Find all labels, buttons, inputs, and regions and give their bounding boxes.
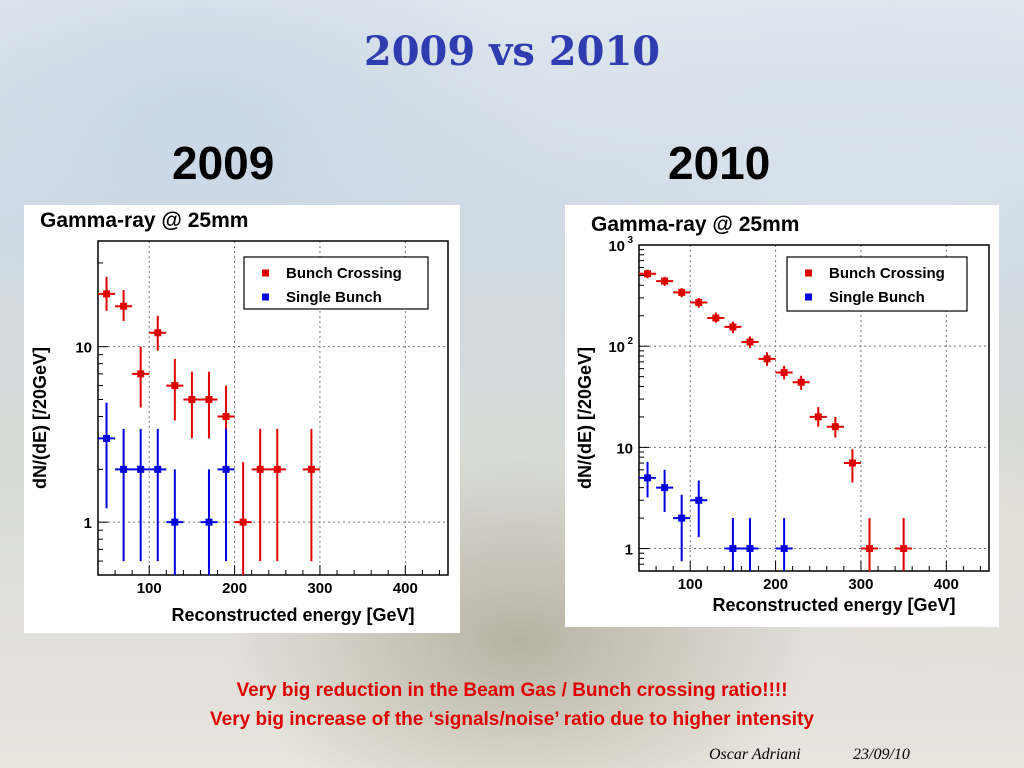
data-point — [120, 302, 128, 310]
legend-marker — [805, 269, 812, 277]
data-point — [154, 329, 162, 337]
data-point — [678, 288, 686, 296]
data-point — [746, 545, 754, 553]
data-point — [661, 484, 669, 492]
data-point — [222, 465, 230, 473]
y-tick-label: 1 — [84, 515, 92, 532]
chart-title: Gamma-ray @ 25mm — [40, 209, 248, 232]
data-point — [154, 465, 162, 473]
data-point — [222, 413, 230, 421]
footer-date: 23/09/10 — [853, 746, 910, 763]
series-single-bunch — [98, 402, 235, 575]
data-point — [103, 434, 111, 442]
data-point — [661, 277, 669, 285]
data-point — [780, 368, 788, 376]
legend-marker — [262, 293, 269, 301]
x-tick-label: 100 — [137, 580, 162, 597]
data-point — [695, 496, 703, 504]
legend-label: Single Bunch — [286, 289, 382, 306]
plot-frame — [97, 240, 449, 576]
data-point — [307, 465, 315, 473]
chart-2009: Gamma-ray @ 25mm 100 200 300 400 1 10 Reconstru… — [30, 209, 449, 625]
y-tick-label: 10 — [608, 238, 625, 255]
data-point — [814, 413, 822, 421]
footer-author: Oscar Adriani — [709, 746, 801, 763]
data-point — [644, 474, 652, 482]
series-bunch-crossing — [639, 269, 913, 571]
note-line-2: Very big increase of the ‘signals/noise’… — [210, 709, 814, 730]
x-tick-label: 400 — [934, 576, 959, 593]
y-tick-label: 1 — [625, 542, 633, 559]
legend-box — [786, 256, 968, 312]
series-bunch-crossing — [98, 276, 320, 575]
series-single-bunch — [639, 461, 793, 571]
data-point — [205, 518, 213, 526]
chart-heading-2010: 2010 — [668, 137, 771, 189]
plot-frame — [638, 244, 990, 572]
data-point — [273, 465, 281, 473]
data-point — [865, 545, 873, 553]
chart-panel-2009: Gamma-ray @ 25mm 100 200 300 400 1 10 Reconstru… — [24, 205, 460, 633]
note-line-1: Very big reduction in the Beam Gas / Bun… — [236, 680, 788, 701]
y-tick-label: 10 — [608, 339, 625, 356]
x-tick-label: 400 — [393, 580, 418, 597]
y-axis-label: dN/(dE) [/20GeV] — [575, 347, 595, 489]
data-point — [900, 545, 908, 553]
x-tick-label: 300 — [848, 576, 873, 593]
data-point — [188, 395, 196, 403]
legend-marker — [805, 293, 812, 301]
data-point — [695, 299, 703, 307]
data-point — [205, 395, 213, 403]
y-tick-exponent: 3 — [627, 235, 633, 246]
data-point — [797, 378, 805, 386]
data-point — [729, 545, 737, 553]
data-point — [137, 370, 145, 378]
data-point — [120, 465, 128, 473]
data-point — [712, 314, 720, 322]
x-tick-label: 200 — [763, 576, 788, 593]
legend-label: Single Bunch — [829, 289, 925, 306]
data-point — [746, 338, 754, 346]
y-axis-label: dN/(dE) [/20GeV] — [30, 347, 50, 489]
data-point — [831, 423, 839, 431]
x-tick-label: 100 — [678, 576, 703, 593]
y-tick-label: 10 — [75, 340, 92, 357]
x-tick-label: 200 — [222, 580, 247, 597]
legend-label: Bunch Crossing — [286, 265, 402, 282]
data-point — [678, 514, 686, 522]
x-axis-label: Reconstructed energy [GeV] — [171, 605, 414, 625]
data-point — [763, 355, 771, 363]
data-point — [171, 382, 179, 390]
legend-label: Bunch Crossing — [829, 265, 945, 282]
legend-marker — [262, 269, 269, 277]
data-point — [729, 323, 737, 331]
x-axis-label: Reconstructed energy [GeV] — [712, 595, 955, 615]
data-point — [848, 459, 856, 467]
chart-panel-2010: Gamma-ray @ 25mm 100 200 300 400 1 10 10 2 10 3 Rec… — [565, 205, 999, 627]
legend-box — [243, 256, 429, 310]
data-point — [171, 518, 179, 526]
data-point — [780, 545, 788, 553]
chart-title: Gamma-ray @ 25mm — [591, 213, 799, 236]
data-point — [239, 518, 247, 526]
y-tick-exponent: 2 — [627, 336, 633, 347]
slide-notes: Very big reduction in the Beam Gas / Bun… — [0, 676, 1024, 734]
data-point — [644, 270, 652, 278]
data-point — [256, 465, 264, 473]
x-tick-label: 300 — [307, 580, 332, 597]
data-point — [103, 290, 111, 298]
chart-heading-2009: 2009 — [172, 137, 275, 189]
y-tick-label: 10 — [616, 440, 633, 457]
slide-title: 2009 vs 2010 — [363, 28, 661, 75]
data-point — [137, 465, 145, 473]
